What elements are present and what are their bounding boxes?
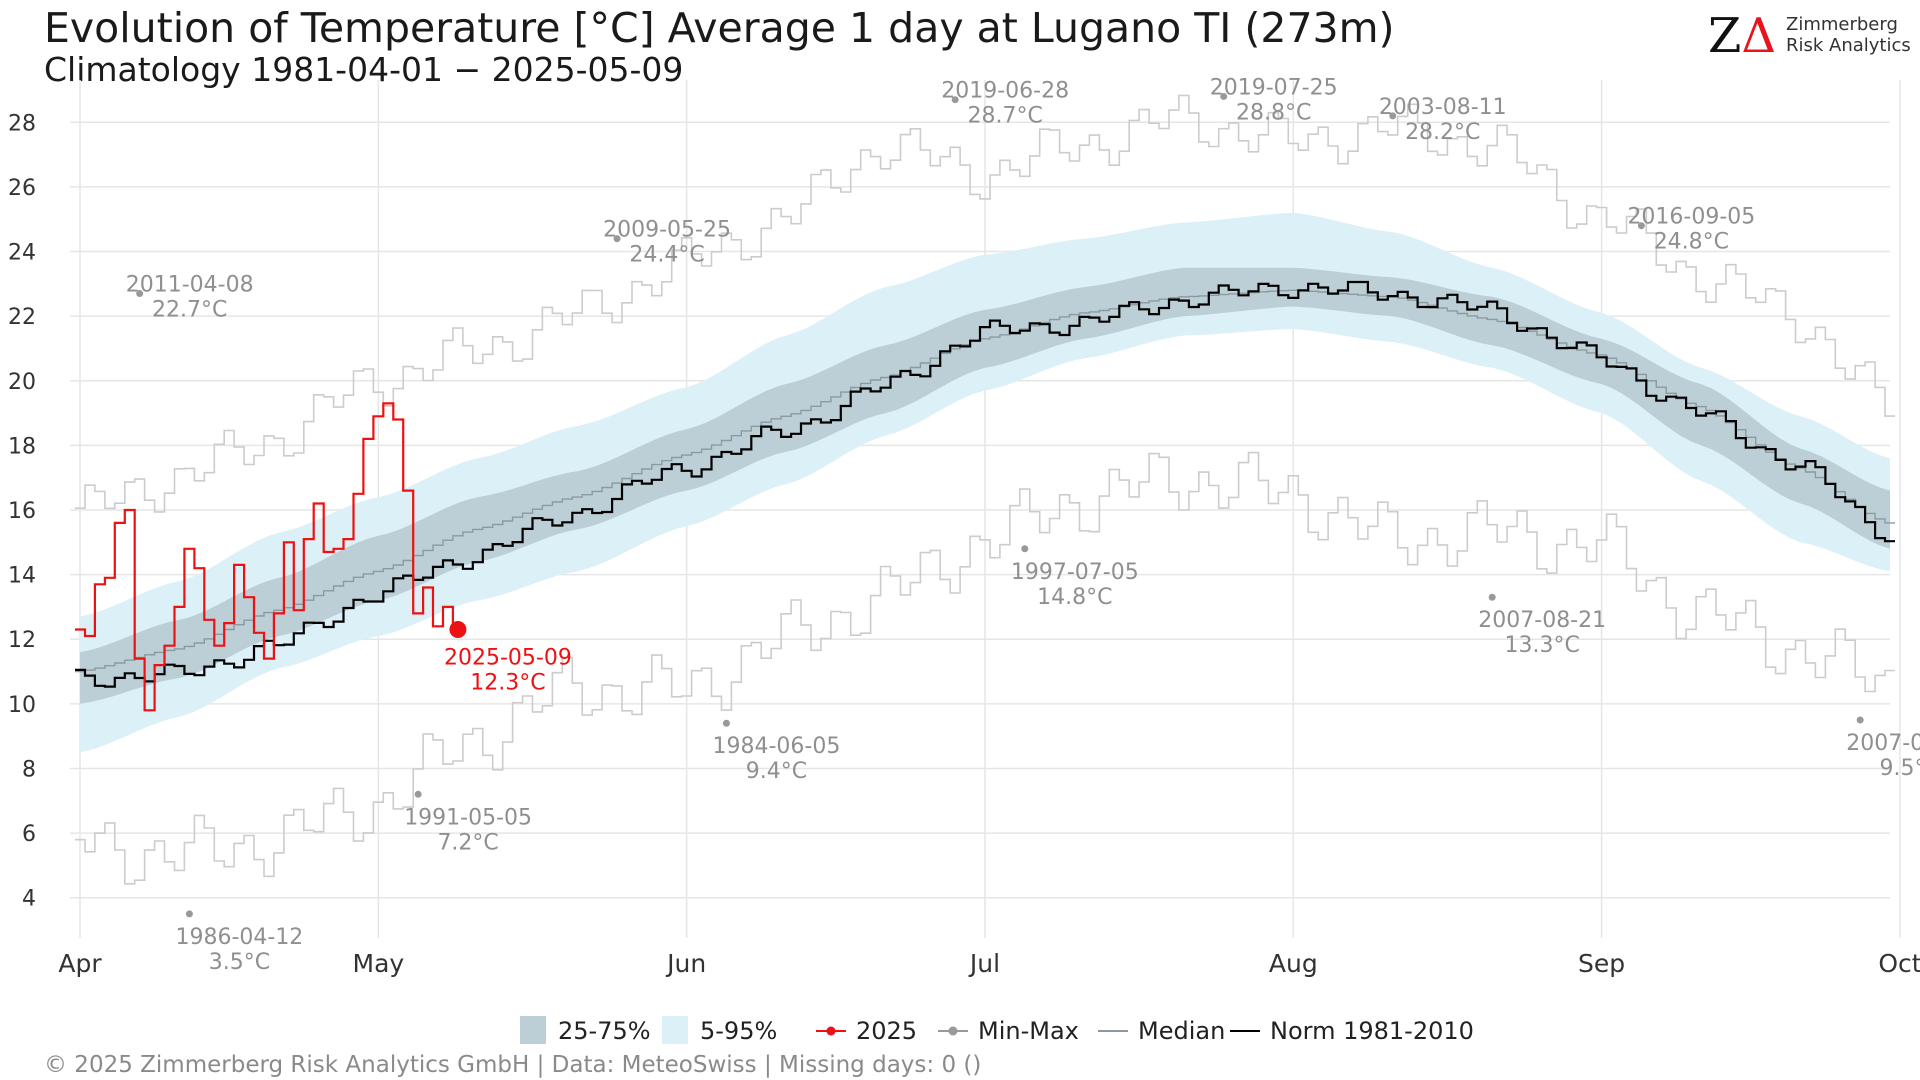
extreme-point — [414, 790, 422, 798]
extreme-value-label: 9.5°C — [1879, 756, 1920, 781]
legend-label: Median — [1138, 1017, 1225, 1045]
logo-mark-icon: ZΔ — [1708, 8, 1777, 64]
extreme-point — [1637, 222, 1645, 230]
extreme-value-label: 28.8°C — [1236, 100, 1311, 125]
chart-subtitle: Climatology 1981-04-01 − 2025-05-09 — [44, 50, 684, 89]
legend-swatch-dot — [826, 1026, 836, 1036]
extreme-point — [1856, 716, 1864, 724]
y-tick-label: 20 — [8, 370, 36, 395]
extreme-date-label: 2007-08-21 — [1478, 608, 1606, 633]
logo-line-2: Risk Analytics — [1786, 35, 1911, 56]
y-tick-label: 22 — [8, 305, 36, 330]
extreme-value-label: 3.5°C — [209, 950, 270, 975]
band-5-95 — [80, 212, 1890, 753]
legend-swatch — [520, 1016, 546, 1044]
legend: 25-75% 5-95% 2025 Min-Max Median Norm 1981-20… — [520, 1016, 1474, 1045]
series-median — [75, 289, 1895, 673]
series-record-max — [75, 94, 1895, 513]
series-2025 — [75, 402, 463, 712]
legend-label: Min-Max — [978, 1017, 1079, 1045]
y-tick-label: 6 — [22, 822, 36, 847]
x-tick-label: Oct — [1878, 949, 1920, 978]
extreme-value-label: 22.7°C — [152, 298, 227, 323]
logo-text: Zimmerberg Risk Analytics — [1786, 14, 1911, 56]
y-tick-label: 12 — [8, 628, 36, 653]
extreme-date-label: 1984-06-05 — [712, 734, 840, 759]
band-layer — [80, 212, 1890, 753]
y-tick-label: 18 — [8, 434, 36, 459]
extreme-value-label: 13.3°C — [1505, 633, 1580, 658]
current-value-label: 12.3°C — [470, 671, 545, 696]
line-layer — [75, 94, 1895, 885]
extreme-date-label: 1991-05-05 — [404, 805, 532, 830]
extreme-value-label: 24.4°C — [629, 243, 704, 268]
extreme-date-label: 1986-04-12 — [175, 925, 303, 950]
extreme-date-label: 2007-09-27 — [1846, 731, 1920, 756]
extreme-date-label: 1997-07-05 — [1011, 560, 1139, 585]
x-tick-label: Apr — [58, 949, 102, 978]
extreme-value-label: 9.4°C — [746, 759, 807, 784]
extreme-point — [1220, 92, 1228, 100]
extreme-date-label: 2019-06-28 — [941, 79, 1069, 104]
extreme-date-label: 2019-07-25 — [1210, 75, 1338, 100]
series-record-min — [75, 451, 1895, 885]
logo-line-1: Zimmerberg — [1786, 14, 1898, 35]
y-tick-label: 28 — [8, 111, 36, 136]
company-logo: ZΔ Zimmerberg Risk Analytics — [1708, 8, 1911, 64]
extreme-point — [613, 235, 621, 243]
extreme-value-label: 24.8°C — [1654, 230, 1729, 255]
series-norm — [75, 280, 1895, 688]
current-date-label: 2025-05-09 — [444, 646, 572, 671]
axis-layer: 4 6 8 10 12 14 16 18 20 22 24 26 28 Apr May Jun Jul Aug Se… — [8, 111, 1920, 978]
extreme-point — [136, 290, 144, 298]
extreme-point — [1488, 593, 1496, 601]
extreme-point — [722, 719, 730, 727]
extreme-date-label: 2003-08-11 — [1379, 95, 1507, 120]
legend-label: 5-95% — [700, 1017, 777, 1045]
x-tick-label: Jun — [665, 949, 706, 978]
extreme-value-label: 7.2°C — [437, 830, 498, 855]
extreme-point — [1389, 112, 1397, 120]
extreme-date-label: 2011-04-08 — [126, 273, 254, 298]
extreme-value-label: 14.8°C — [1037, 585, 1112, 610]
footer-copyright: © 2025 Zimmerberg Risk Analytics GmbH | … — [44, 1052, 982, 1078]
extreme-date-label: 2016-09-05 — [1627, 205, 1755, 230]
x-tick-label: Sep — [1578, 949, 1625, 978]
x-tick-label: Aug — [1269, 949, 1318, 978]
legend-label: Norm 1981-2010 — [1270, 1017, 1474, 1045]
band-25-75 — [80, 267, 1890, 704]
current-point — [449, 621, 467, 639]
extreme-point — [951, 96, 959, 104]
y-tick-label: 24 — [8, 241, 36, 266]
extreme-date-label: 2009-05-25 — [603, 218, 731, 243]
y-tick-label: 26 — [8, 176, 36, 201]
legend-label: 25-75% — [558, 1017, 651, 1045]
legend-swatch — [662, 1016, 688, 1044]
x-tick-label: May — [353, 949, 405, 978]
extreme-point — [1021, 545, 1029, 553]
y-tick-label: 8 — [22, 757, 36, 782]
legend-swatch-dot — [948, 1026, 958, 1036]
extreme-value-label: 28.2°C — [1405, 120, 1480, 145]
y-tick-label: 4 — [22, 887, 36, 912]
legend-label: 2025 — [856, 1017, 917, 1045]
chart-title: Evolution of Temperature [°C] Average 1 … — [44, 4, 1395, 52]
y-tick-label: 10 — [8, 693, 36, 718]
extreme-value-label: 28.7°C — [967, 104, 1042, 129]
y-tick-label: 14 — [8, 564, 36, 589]
y-tick-label: 16 — [8, 499, 36, 524]
x-tick-label: Jul — [968, 949, 1000, 978]
extreme-point — [185, 910, 193, 918]
